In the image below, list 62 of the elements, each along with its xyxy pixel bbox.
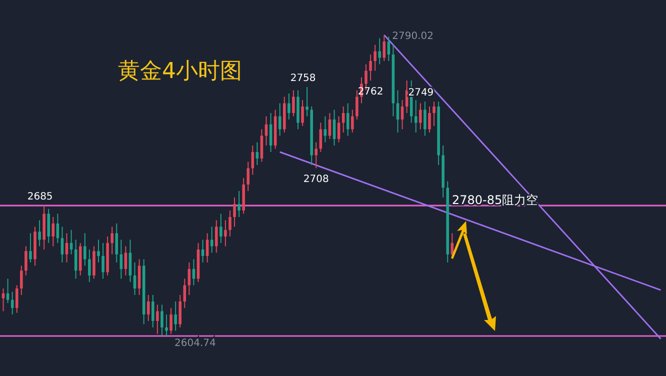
candlestick (97, 239, 100, 263)
candlestick (178, 294, 182, 328)
annotation: 2708 (303, 174, 329, 186)
candlestick (214, 220, 218, 254)
candlestick (29, 232, 32, 263)
candlestick (238, 190, 240, 218)
candlestick (233, 196, 236, 228)
candlestick (15, 284, 18, 314)
candlestick (220, 213, 222, 244)
candlestick (52, 216, 55, 247)
candlestick (60, 226, 64, 263)
candlestick (246, 161, 250, 192)
candlestick (24, 246, 28, 276)
candlestick (278, 102, 282, 136)
candlestick (419, 102, 422, 130)
candlestick (428, 106, 431, 134)
candlestick (356, 90, 358, 120)
candlestick (124, 246, 128, 276)
candlestick (115, 222, 118, 263)
candlestick (165, 314, 168, 336)
candlestick (346, 102, 350, 136)
candlestick (351, 109, 354, 134)
candlestick (224, 220, 227, 247)
candlestick (301, 100, 304, 127)
candlestick (369, 54, 372, 82)
candlestick (170, 307, 172, 334)
candlestick (20, 265, 23, 296)
candlestick (206, 232, 209, 263)
candlestick (88, 248, 91, 282)
candlestick (382, 34, 386, 62)
candlestick (378, 38, 382, 65)
annotation: 2604.74 (174, 338, 216, 349)
candlestick (110, 226, 114, 255)
candlestick (314, 142, 318, 169)
candlestick (432, 101, 436, 127)
candlestick (102, 242, 104, 280)
candlestick (288, 93, 290, 120)
candlestick (47, 208, 50, 244)
candlestick (292, 90, 295, 117)
candlestick (306, 86, 308, 117)
candlestick (83, 232, 86, 266)
candlestick (128, 239, 132, 282)
candlestick (183, 278, 186, 308)
candlestick (264, 116, 268, 146)
candlestick (138, 258, 141, 296)
candlestick (146, 294, 150, 322)
annotation: 2790.02 (392, 31, 434, 42)
candlestick (342, 106, 345, 134)
candlestick (156, 304, 159, 334)
candlestick (160, 304, 164, 336)
candlestick (328, 112, 332, 140)
text: 黄金4小时图 (118, 59, 242, 84)
annotation: 2685 (27, 192, 53, 203)
candlestick (228, 210, 232, 237)
candlestick (174, 300, 177, 332)
candlestick (151, 294, 154, 328)
annotation: 2758 (290, 73, 316, 84)
candlestick (38, 220, 41, 247)
candlestick (65, 232, 68, 263)
candlestick (424, 101, 426, 136)
candlestick (374, 44, 376, 72)
candlestick (414, 100, 418, 134)
